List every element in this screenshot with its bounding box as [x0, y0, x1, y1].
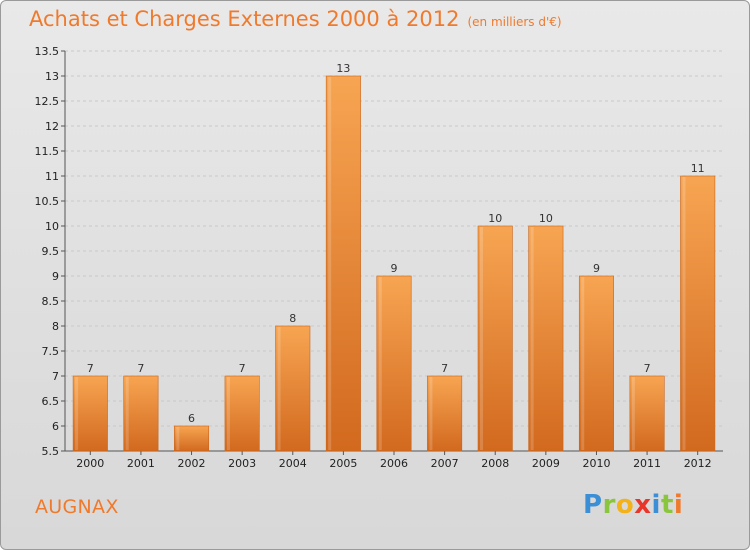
y-tick-label: 11.5	[35, 145, 60, 158]
logo-letter: x	[634, 490, 652, 520]
x-tick-label: 2011	[633, 457, 661, 470]
bar	[123, 375, 159, 452]
x-tick-label: 2012	[684, 457, 712, 470]
data-labels: 7 7 6 7 8 13 9 7 10 10 9 7 11	[87, 62, 705, 425]
y-tick-label: 8.5	[42, 295, 60, 308]
x-tick-label: 2007	[431, 457, 459, 470]
proxiti-logo: Proxiti	[583, 490, 683, 520]
y-tick-label: 13.5	[35, 45, 60, 58]
bar	[72, 375, 108, 452]
bar-highlight	[176, 427, 180, 450]
y-tick-label: 7	[52, 370, 59, 383]
y-tick-label: 12	[45, 120, 59, 133]
bar-highlight	[429, 377, 433, 450]
logo-letter: t	[660, 490, 674, 520]
logo-letter: i	[673, 490, 684, 520]
bar-highlight	[378, 277, 382, 450]
y-tick-label: 6.5	[42, 395, 60, 408]
bar-highlight	[125, 377, 129, 450]
bar	[578, 275, 614, 452]
logo-letter: i	[651, 490, 661, 520]
y-tick-label: 10.5	[35, 195, 60, 208]
bar	[174, 425, 210, 452]
bar-highlight	[530, 227, 534, 450]
chart-subtitle: (en milliers d'€)	[467, 15, 562, 29]
logo-letter: P	[583, 490, 603, 520]
x-tick-label: 2005	[329, 457, 357, 470]
bar	[427, 375, 463, 452]
bar-highlight	[328, 77, 332, 450]
x-tick-label: 2002	[178, 457, 206, 470]
x-tick-label: 2009	[532, 457, 560, 470]
x-tick-label: 2001	[127, 457, 155, 470]
data-label: 7	[441, 362, 448, 375]
data-label: 7	[644, 362, 651, 375]
y-tick-label: 11	[45, 170, 59, 183]
bar	[376, 275, 412, 452]
y-tick-label: 9.5	[42, 245, 60, 258]
data-label: 7	[239, 362, 246, 375]
bar	[477, 225, 513, 452]
bar-highlight	[480, 227, 484, 450]
bars	[72, 75, 716, 452]
data-label: 10	[539, 212, 553, 225]
chart-title-text: Achats et Charges Externes 2000 à 2012	[29, 7, 460, 31]
data-label: 7	[137, 362, 144, 375]
data-label: 13	[336, 62, 350, 75]
bar	[224, 375, 260, 452]
y-tick-label: 9	[52, 270, 59, 283]
y-tick-label: 7.5	[42, 345, 60, 358]
bar-highlight	[631, 377, 635, 450]
data-label: 6	[188, 412, 195, 425]
data-label: 8	[289, 312, 296, 325]
y-tick-label: 5.5	[42, 445, 60, 458]
logo-letter: o	[615, 490, 635, 520]
y-tick-label: 13	[45, 70, 59, 83]
place-name: AUGNAX	[35, 496, 119, 518]
data-label: 7	[87, 362, 94, 375]
y-tick-label: 6	[52, 420, 59, 433]
y-tick-label: 8	[52, 320, 59, 333]
axes: 5.5 6 6.5 7 7.5 8 8.5 9 9.5 10 10.5 11 11.5 12 12.5 13 1…	[35, 45, 723, 470]
data-label: 9	[593, 262, 600, 275]
y-tick-label: 10	[45, 220, 59, 233]
bar	[325, 75, 361, 452]
x-tick-label: 2008	[481, 457, 509, 470]
bar-highlight	[277, 327, 281, 450]
bar-highlight	[75, 377, 79, 450]
x-tick-label: 2003	[228, 457, 256, 470]
x-tick-label: 2006	[380, 457, 408, 470]
bar-highlight	[226, 377, 230, 450]
chart-title: Achats et Charges Externes 2000 à 2012 (e…	[29, 7, 562, 31]
logo-letter: r	[602, 490, 616, 520]
x-tick-label: 2000	[76, 457, 104, 470]
data-label: 11	[691, 162, 705, 175]
bar	[528, 225, 564, 452]
bar	[629, 375, 665, 452]
y-tick-label: 12.5	[35, 95, 60, 108]
data-label: 10	[488, 212, 502, 225]
bar-highlight	[682, 177, 686, 450]
data-label: 9	[391, 262, 398, 275]
bar-highlight	[581, 277, 585, 450]
x-tick-label: 2004	[279, 457, 307, 470]
bar	[680, 175, 716, 452]
x-tick-label: 2010	[582, 457, 610, 470]
bar	[275, 325, 311, 452]
